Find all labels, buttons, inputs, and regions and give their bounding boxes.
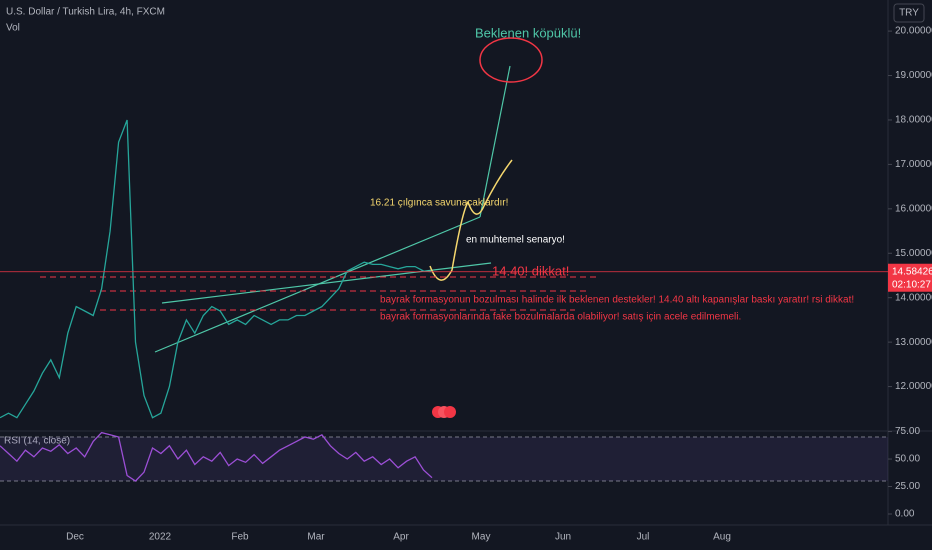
event-icon — [444, 406, 456, 418]
channel-upper — [161, 262, 492, 304]
x-tick-label: Feb — [231, 532, 249, 543]
x-tick-label: Apr — [393, 532, 409, 543]
last-price-box — [888, 263, 932, 292]
series-line — [0, 119, 433, 419]
y-tick-label: 17.00000 — [895, 159, 932, 170]
series-line — [0, 431, 433, 482]
scenario-curve — [429, 159, 513, 281]
y-tick-label: 18.00000 — [895, 115, 932, 126]
target-line — [479, 65, 511, 218]
y-tick-label: 15.00000 — [895, 248, 932, 259]
x-tick-label: 2022 — [149, 532, 172, 543]
x-tick-label: Jul — [637, 532, 650, 543]
x-tick-label: May — [472, 532, 491, 543]
rsi-band-fill — [0, 437, 888, 482]
annotation: 14.40! dikkat! — [492, 263, 569, 278]
y-tick-label: 50.00 — [895, 454, 920, 465]
x-tick-label: Mar — [307, 532, 325, 543]
y-tick-label: 25.00 — [895, 481, 920, 492]
y-tick-label: 13.00000 — [895, 337, 932, 348]
y-tick-label: 14.00000 — [895, 292, 932, 303]
channel-lower — [154, 216, 481, 353]
volume-label: Vol — [6, 23, 20, 34]
x-tick-label: Jun — [555, 532, 571, 543]
annotation: Beklenen köpüklü! — [475, 25, 581, 40]
annotation: en muhtemel senaryo! — [466, 235, 565, 246]
annotation: bayrak formasyonlarında fake bozulmalard… — [380, 312, 741, 323]
x-tick-label: Dec — [66, 532, 84, 543]
rsi-panel — [0, 431, 888, 525]
rsi-title: RSI (14, close) — [4, 436, 70, 447]
target-circle — [479, 37, 543, 83]
y-tick-label: 12.00000 — [895, 381, 932, 392]
y-tick-label: 16.00000 — [895, 203, 932, 214]
x-tick-label: Aug — [713, 532, 731, 543]
annotation: 16.21 çılgınca savunacaklardır! — [370, 198, 508, 209]
y-tick-label: 0.00 — [895, 509, 915, 520]
y-tick-label: 20.00000 — [895, 26, 932, 37]
y-tick-label: 75.00 — [895, 426, 920, 437]
annotation: bayrak formasyonun bozulması halinde ilk… — [380, 295, 854, 306]
y-tick-label: 19.00000 — [895, 70, 932, 81]
chart-title: U.S. Dollar / Turkish Lira, 4h, FXCM — [6, 7, 165, 18]
currency: TRY — [899, 8, 919, 19]
currency-box — [893, 3, 925, 23]
last-price: 14.58426 — [892, 266, 932, 277]
countdown: 02:10:27 — [892, 279, 931, 290]
